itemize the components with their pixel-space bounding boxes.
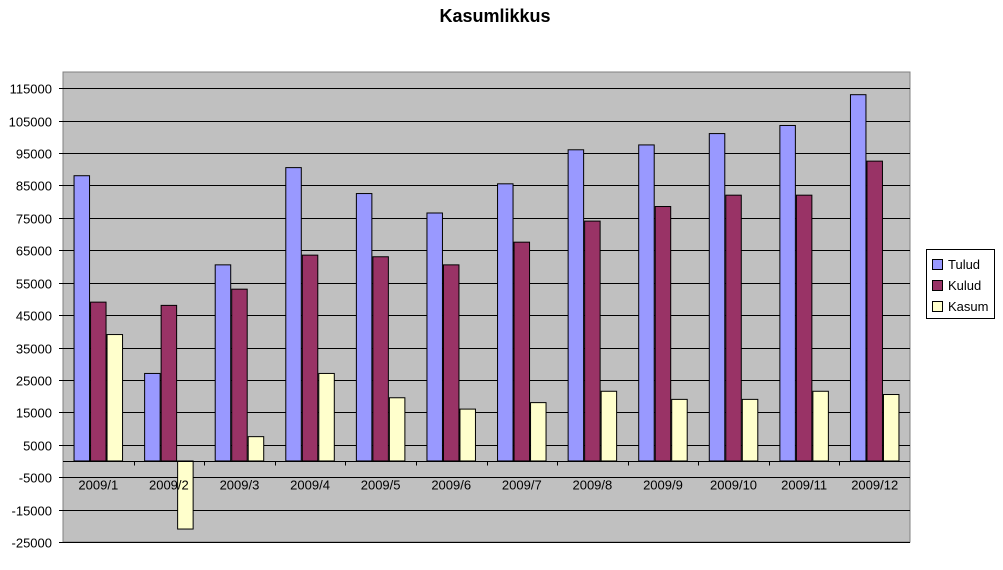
legend-label: Tulud bbox=[948, 257, 981, 272]
x-tick-label: 2009/12 bbox=[851, 478, 898, 493]
bar-kulud-2009/7 bbox=[513, 241, 531, 462]
bar-tulud-2009/4 bbox=[285, 167, 302, 462]
x-tick-label: 2009/9 bbox=[643, 478, 683, 493]
y-tick-label: 45000 bbox=[16, 309, 52, 324]
x-tick-label: 2009/10 bbox=[710, 478, 757, 493]
bar-tulud-2009/10 bbox=[708, 133, 726, 462]
y-tick-label: 65000 bbox=[16, 244, 52, 259]
bar-tulud-2009/11 bbox=[779, 124, 796, 462]
bar-tulud-2009/12 bbox=[849, 94, 867, 462]
y-tick-label: 115000 bbox=[10, 82, 52, 97]
bar-tulud-2009/5 bbox=[355, 193, 373, 462]
y-tick-label: 75000 bbox=[16, 212, 52, 227]
x-tick-label: 2009/2 bbox=[149, 478, 189, 493]
y-tick-label: -25000 bbox=[12, 536, 52, 551]
bar-tulud-2009/2 bbox=[144, 372, 161, 462]
bar-kulud-2009/5 bbox=[372, 256, 389, 462]
legend-item-kulud: Kulud bbox=[932, 275, 994, 296]
bar-kulud-2009/3 bbox=[231, 288, 248, 462]
y-axis: 115000 105000 95000 85000 75000 65000 55000 450… bbox=[9, 82, 63, 551]
y-tick-label: 25000 bbox=[16, 374, 52, 389]
legend: Tulud Kulud Kasum bbox=[926, 249, 995, 319]
bar-tulud-2009/6 bbox=[426, 212, 443, 462]
bar-kulud-2009/6 bbox=[442, 264, 460, 462]
bar-tulud-2009/8 bbox=[567, 149, 585, 462]
legend-label: Kasum bbox=[948, 299, 989, 314]
bar-kasum-2009/7 bbox=[530, 402, 547, 462]
bar-tulud-2009/3 bbox=[214, 264, 232, 462]
bar-kasum-2009/9 bbox=[671, 398, 688, 462]
bar-kulud-2009/4 bbox=[301, 254, 319, 462]
legend-swatch bbox=[932, 301, 943, 312]
y-tick-label: 55000 bbox=[16, 277, 52, 292]
bar-kulud-2009/11 bbox=[795, 194, 813, 462]
x-axis: 2009/1 2009/2 2009/3 2009/4 2009/5 2009/6 2009… bbox=[78, 461, 898, 493]
y-tick-label: 5000 bbox=[23, 439, 52, 454]
x-tick-label: 2009/6 bbox=[431, 478, 471, 493]
x-tick-label: 2009/5 bbox=[361, 478, 401, 493]
bar-kulud-2009/9 bbox=[654, 206, 672, 462]
y-tick-label: -15000 bbox=[12, 504, 52, 519]
x-tick-label: 2009/1 bbox=[78, 478, 118, 493]
bar-kasum-2009/12 bbox=[882, 394, 900, 462]
y-tick-label: 35000 bbox=[16, 342, 52, 357]
bar-kulud-2009/8 bbox=[584, 220, 601, 462]
legend-item-tulud: Tulud bbox=[932, 254, 994, 275]
bar-kasum-2009/3 bbox=[247, 436, 265, 462]
bar-kasum-2009/6 bbox=[459, 408, 476, 462]
bar-kulud-2009/12 bbox=[866, 160, 883, 462]
x-tick-label: 2009/4 bbox=[290, 478, 330, 493]
bar-kasum-2009/11 bbox=[812, 390, 829, 462]
bar-kulud-2009/10 bbox=[725, 194, 742, 462]
x-tick-label: 2009/7 bbox=[502, 478, 542, 493]
legend-label: Kulud bbox=[948, 278, 982, 293]
legend-swatch bbox=[932, 280, 943, 291]
bar-kasum-2009/5 bbox=[388, 397, 406, 462]
chart-title: Kasumlikkus bbox=[439, 6, 551, 26]
bar-kulud-2009/1 bbox=[90, 301, 107, 462]
bar-kulud-2009/2 bbox=[160, 304, 178, 462]
y-tick-label: 105000 bbox=[9, 115, 52, 130]
x-tick-label: 2009/8 bbox=[572, 478, 612, 493]
x-tick-label: 2009/11 bbox=[781, 478, 827, 493]
y-tick-label: 85000 bbox=[16, 179, 52, 194]
bar-kasum-2009/1 bbox=[106, 334, 124, 462]
bars bbox=[73, 94, 900, 530]
y-tick-label: 15000 bbox=[16, 406, 52, 421]
x-tick-label: 2009/3 bbox=[220, 478, 260, 493]
bar-tulud-2009/1 bbox=[73, 175, 91, 462]
y-tick-label: 95000 bbox=[16, 147, 52, 162]
bar-tulud-2009/7 bbox=[497, 183, 514, 462]
y-tick-label: -5000 bbox=[19, 471, 52, 486]
legend-swatch bbox=[932, 259, 943, 270]
bar-kasum-2009/8 bbox=[600, 390, 618, 462]
bar-kasum-2009/2 bbox=[177, 460, 194, 530]
bar-tulud-2009/9 bbox=[638, 144, 655, 462]
bar-kasum-2009/4 bbox=[318, 372, 335, 462]
bar-kasum-2009/10 bbox=[741, 398, 759, 462]
gridlines bbox=[63, 88, 910, 543]
legend-item-kasum: Kasum bbox=[932, 296, 994, 317]
